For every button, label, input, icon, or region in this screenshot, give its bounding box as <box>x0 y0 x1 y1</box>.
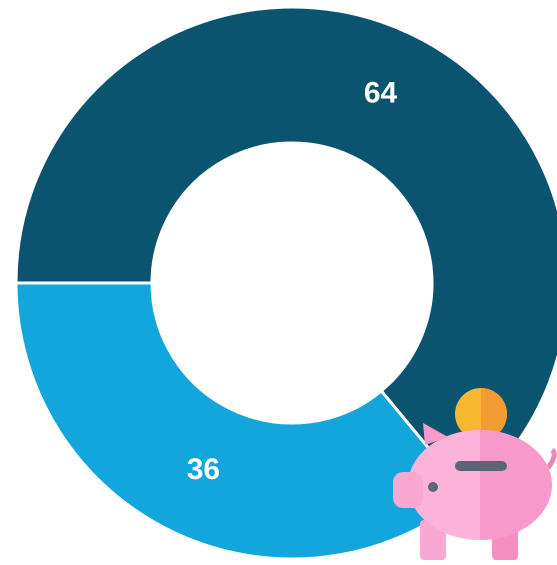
snout <box>393 472 423 508</box>
value-label: 64 <box>364 77 398 110</box>
ear <box>423 423 448 445</box>
eye <box>428 482 438 492</box>
tail <box>545 447 557 470</box>
piggy-bank-icon <box>393 388 557 560</box>
slice <box>14 281 471 561</box>
value-label: 36 <box>187 453 220 486</box>
slices <box>14 5 557 561</box>
slice <box>14 5 557 498</box>
labels: 64 36 <box>187 77 398 486</box>
body-shade <box>480 430 552 540</box>
coin-shade <box>481 388 507 440</box>
slot <box>455 461 507 471</box>
